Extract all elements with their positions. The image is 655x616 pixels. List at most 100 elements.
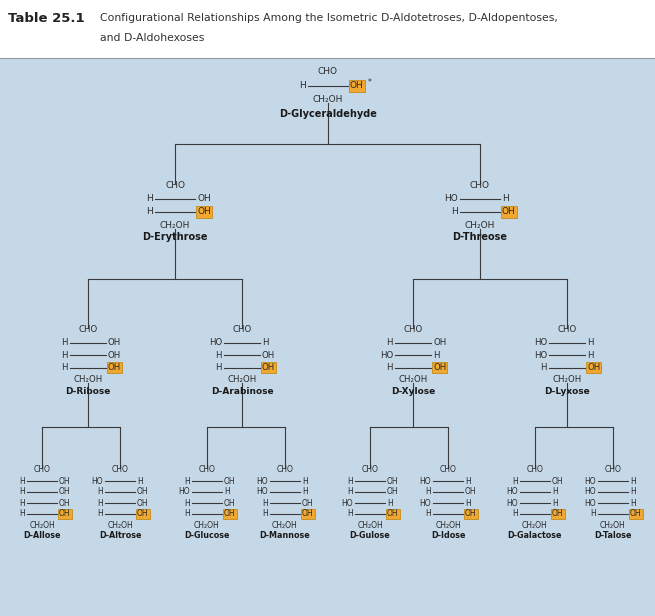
Text: OH*: OH* <box>350 81 368 91</box>
Bar <box>268 78 388 94</box>
Text: OH: OH <box>630 509 642 519</box>
Text: D-Gulose: D-Gulose <box>350 530 390 540</box>
Text: H: H <box>19 477 25 485</box>
Text: H: H <box>512 477 518 485</box>
Text: H: H <box>19 487 25 496</box>
Text: OH: OH <box>59 498 71 508</box>
Text: OH: OH <box>137 498 149 508</box>
Text: H: H <box>552 498 558 508</box>
Text: OH: OH <box>552 509 563 519</box>
Text: H: H <box>184 498 190 508</box>
Text: H: H <box>587 338 593 347</box>
Text: CH₂OH: CH₂OH <box>600 521 626 530</box>
Text: OH: OH <box>137 487 149 496</box>
Text: CHO: CHO <box>276 466 293 474</box>
Text: OH: OH <box>108 338 121 347</box>
Bar <box>0 0 655 58</box>
Text: D-Arabinose: D-Arabinose <box>211 387 273 397</box>
Text: OH: OH <box>387 477 399 485</box>
Text: OH: OH <box>350 81 364 91</box>
Text: H: H <box>97 498 103 508</box>
Text: CH₂OH: CH₂OH <box>398 376 428 384</box>
Text: CH₂OH: CH₂OH <box>465 221 495 230</box>
Text: H: H <box>62 363 68 372</box>
Text: CHO: CHO <box>33 466 50 474</box>
Text: OH: OH <box>59 477 71 485</box>
Text: HO: HO <box>380 351 393 360</box>
Text: H: H <box>386 338 393 347</box>
Text: H: H <box>451 208 458 216</box>
Text: OH: OH <box>224 498 236 508</box>
Text: CHO: CHO <box>605 466 622 474</box>
Text: D-Lyxose: D-Lyxose <box>544 387 590 397</box>
Text: HO: HO <box>506 498 518 508</box>
Text: H: H <box>433 351 440 360</box>
Text: OH: OH <box>387 509 399 519</box>
Text: H: H <box>97 509 103 519</box>
Text: CH₂OH: CH₂OH <box>73 376 103 384</box>
Text: HO: HO <box>584 487 596 496</box>
Text: H: H <box>630 498 636 508</box>
Text: D-Xylose: D-Xylose <box>391 387 435 397</box>
Text: H: H <box>184 477 190 485</box>
Text: CHO: CHO <box>470 180 490 190</box>
Text: OH: OH <box>197 194 211 203</box>
Text: H: H <box>262 338 269 347</box>
Text: H: H <box>347 487 353 496</box>
Text: CHO: CHO <box>318 68 338 76</box>
Text: H: H <box>146 208 153 216</box>
Text: H: H <box>146 194 153 203</box>
Text: D-Galactose: D-Galactose <box>508 530 562 540</box>
Text: OH: OH <box>262 363 275 372</box>
Text: CH₂OH: CH₂OH <box>272 521 298 530</box>
Text: OH: OH <box>587 363 600 372</box>
Text: CH₂OH: CH₂OH <box>552 376 582 384</box>
Text: CHO: CHO <box>79 325 98 334</box>
Text: H: H <box>19 498 25 508</box>
Text: CHO: CHO <box>440 466 457 474</box>
Text: CH₂OH: CH₂OH <box>107 521 133 530</box>
Text: CHO: CHO <box>362 466 379 474</box>
Text: H: H <box>299 81 306 91</box>
Text: OH: OH <box>433 338 446 347</box>
Text: HO: HO <box>256 487 268 496</box>
Text: H: H <box>590 509 596 519</box>
Text: OH: OH <box>224 509 236 519</box>
Text: H: H <box>224 487 230 496</box>
Text: H: H <box>347 509 353 519</box>
Text: H: H <box>299 81 306 91</box>
Text: HO: HO <box>534 351 547 360</box>
Text: CH₂OH: CH₂OH <box>522 521 548 530</box>
Text: OH: OH <box>502 208 515 216</box>
Text: OH: OH <box>465 509 477 519</box>
Text: HO: HO <box>341 498 353 508</box>
Text: H: H <box>512 509 518 519</box>
Text: D-Talose: D-Talose <box>594 530 632 540</box>
Text: CHO: CHO <box>111 466 128 474</box>
Text: H: H <box>465 498 471 508</box>
Text: D-Altrose: D-Altrose <box>99 530 141 540</box>
Text: CH₂OH: CH₂OH <box>313 95 343 105</box>
Text: H: H <box>502 194 509 203</box>
Text: OH: OH <box>302 498 314 508</box>
Text: H: H <box>630 477 636 485</box>
Text: HO: HO <box>584 498 596 508</box>
Text: OH: OH <box>302 509 314 519</box>
Text: CHO: CHO <box>557 325 576 334</box>
Text: OH: OH <box>224 477 236 485</box>
Text: H: H <box>184 509 190 519</box>
Text: OH: OH <box>262 351 275 360</box>
Text: OH: OH <box>433 363 446 372</box>
Text: HO: HO <box>444 194 458 203</box>
Text: D-Mannose: D-Mannose <box>259 530 310 540</box>
Text: H: H <box>302 477 308 485</box>
Text: D-Erythrose: D-Erythrose <box>142 232 208 243</box>
Text: Table 25.1: Table 25.1 <box>8 12 84 25</box>
Text: OH: OH <box>59 487 71 496</box>
Text: H: H <box>302 487 308 496</box>
Text: *: * <box>368 78 372 86</box>
Text: H: H <box>262 509 268 519</box>
Text: OH: OH <box>197 208 211 216</box>
Text: H: H <box>387 498 393 508</box>
Text: HO: HO <box>584 477 596 485</box>
